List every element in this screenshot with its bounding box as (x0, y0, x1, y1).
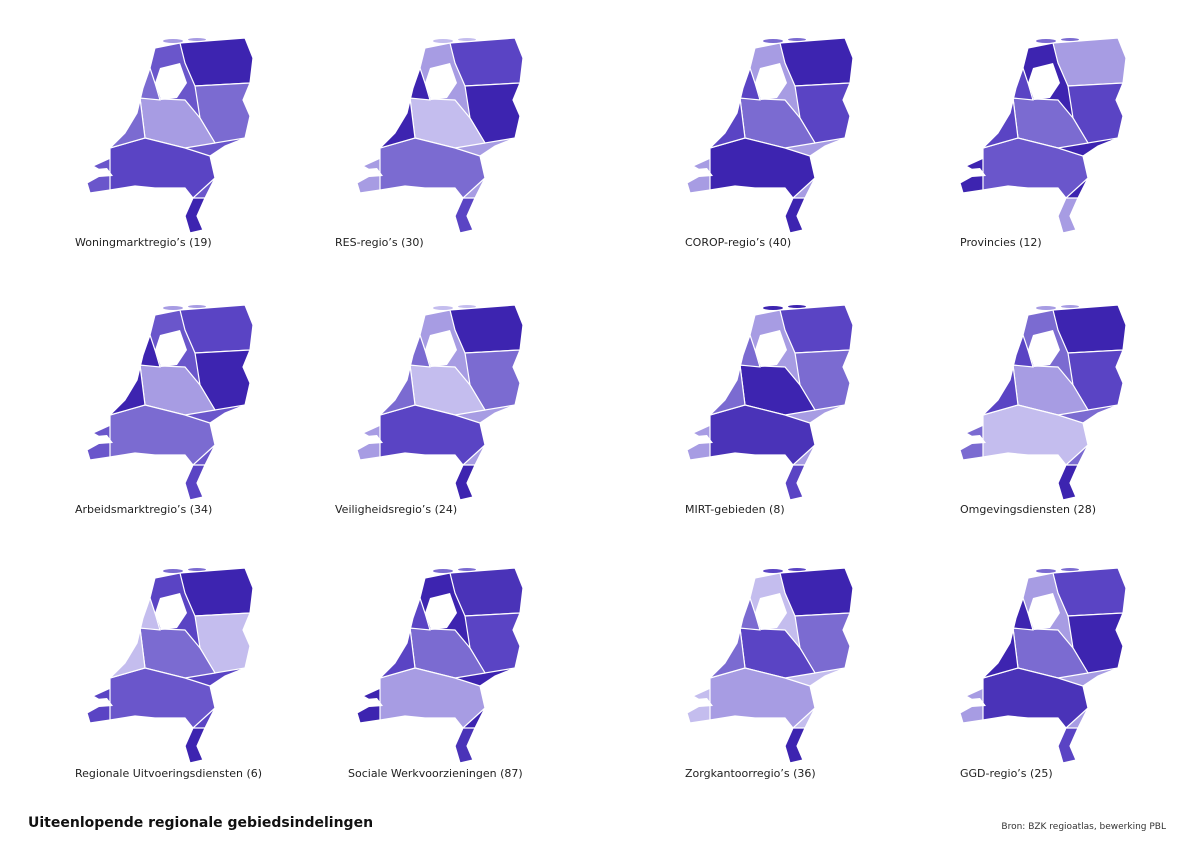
map (958, 305, 1128, 500)
map (355, 305, 525, 500)
map (958, 38, 1128, 233)
map-label: Provincies (12) (960, 236, 1042, 249)
map (958, 568, 1128, 763)
map-label: Regionale Uitvoeringsdiensten (6) (75, 767, 263, 780)
map (685, 38, 855, 233)
map-label: Sociale Werkvoorzieningen (87) (348, 767, 523, 780)
map-label: COROP-regio’s (40) (685, 236, 792, 249)
map-label: Zorgkantoorregio’s (36) (685, 767, 816, 780)
map-label: GGD-regio’s (25) (960, 767, 1053, 780)
map-label: Veiligheidsregio’s (24) (335, 503, 458, 516)
map (355, 568, 525, 763)
source: Bron: BZK regioatlas, bewerking PBL (1001, 822, 1166, 832)
map-label: Omgevingsdiensten (28) (960, 503, 1097, 516)
map (85, 568, 255, 763)
map (685, 305, 855, 500)
map-label: Arbeidsmarktregio’s (34) (75, 503, 213, 516)
map-label: Woningmarktregio’s (19) (75, 236, 212, 249)
map-label: MIRT-gebieden (8) (685, 503, 785, 516)
map (355, 38, 525, 233)
map (85, 305, 255, 500)
title: Uiteenlopende regionale gebiedsindelinge… (28, 815, 374, 831)
map (685, 568, 855, 763)
map-label: RES-regio’s (30) (335, 236, 424, 249)
map (85, 38, 255, 233)
